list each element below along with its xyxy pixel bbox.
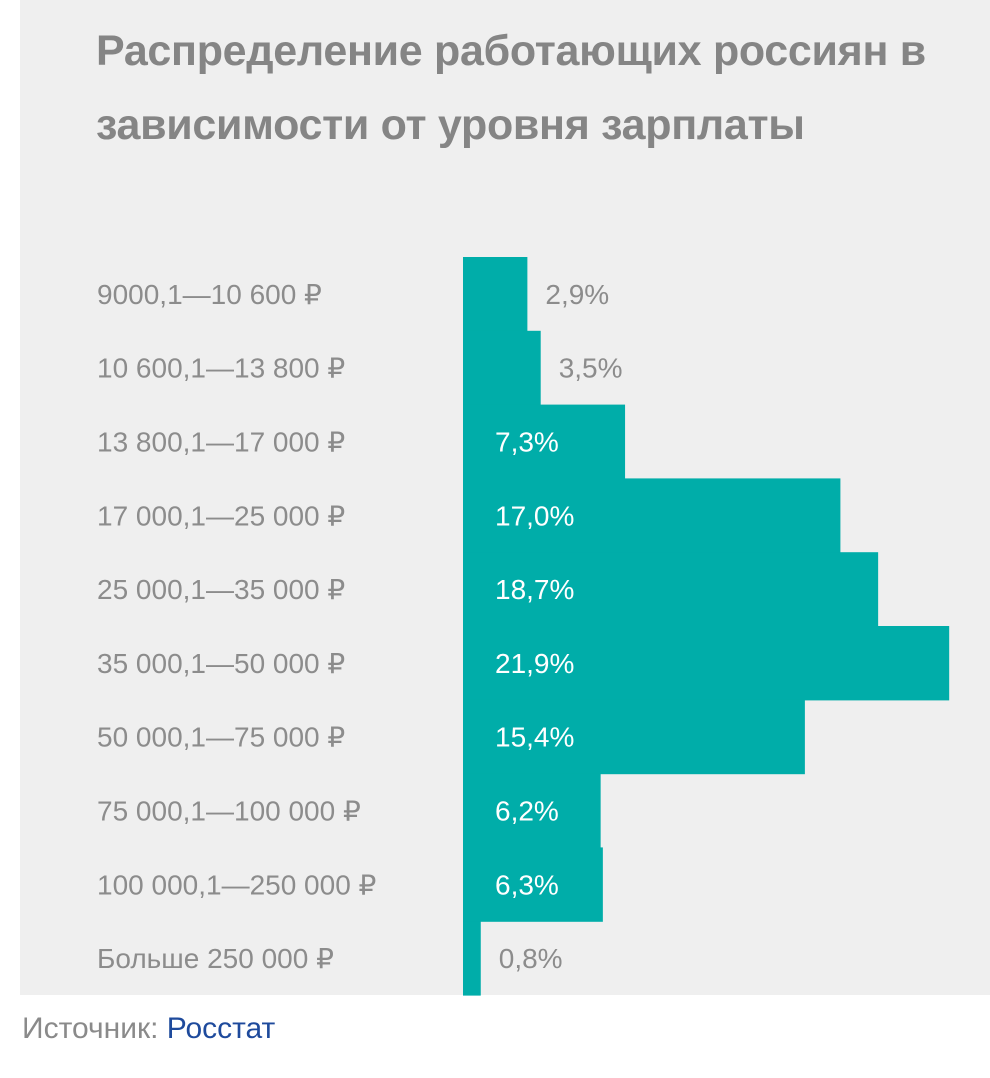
category-label-4: 17 000,1—25 000 ₽ — [97, 500, 345, 531]
bar-4 — [463, 478, 841, 553]
bar-1 — [463, 257, 528, 332]
bar-8 — [463, 773, 601, 848]
category-label-5: 25 000,1—35 000 ₽ — [97, 574, 345, 605]
value-label-8: 6,2% — [495, 796, 559, 827]
category-label-3: 13 800,1—17 000 ₽ — [97, 427, 345, 458]
value-label-6: 21,9% — [495, 648, 574, 679]
value-label-1: 2,9% — [545, 279, 609, 310]
bar-7 — [463, 699, 805, 775]
value-label-7: 15,4% — [495, 722, 574, 753]
value-label-2: 3,5% — [559, 353, 623, 384]
category-label-7: 50 000,1—75 000 ₽ — [97, 722, 345, 753]
bar-3 — [463, 404, 626, 479]
value-label-9: 6,3% — [495, 869, 559, 900]
category-label-6: 35 000,1—50 000 ₽ — [97, 648, 345, 679]
bar-10 — [463, 921, 481, 996]
value-label-10: 0,8% — [499, 943, 563, 974]
source-prefix: Источник: — [22, 1012, 167, 1045]
source-link[interactable]: Росстат — [166, 1012, 276, 1045]
value-label-4: 17,0% — [495, 500, 574, 531]
bar-2 — [463, 330, 541, 406]
category-label-9: 100 000,1—250 000 ₽ — [97, 869, 376, 900]
chart-title: Распределение работающих россиян в завис… — [96, 27, 926, 149]
value-label-3: 7,3% — [495, 427, 559, 458]
category-label-10: Больше 250 000 ₽ — [97, 943, 334, 974]
value-label-5: 18,7% — [495, 574, 574, 605]
bar-5 — [463, 552, 879, 627]
category-label-2: 10 600,1—13 800 ₽ — [97, 353, 345, 384]
category-label-8: 75 000,1—100 000 ₽ — [97, 796, 361, 827]
source-line: Источник: Росстат — [22, 1012, 275, 1046]
category-label-1: 9000,1—10 600 ₽ — [97, 279, 322, 310]
bar-9 — [463, 847, 603, 922]
histogram-chart: 9000,1—10 600 ₽ 2,9% 10 600,1—13 800 ₽ 3,5%… — [97, 257, 950, 996]
bar-6 — [463, 626, 950, 701]
